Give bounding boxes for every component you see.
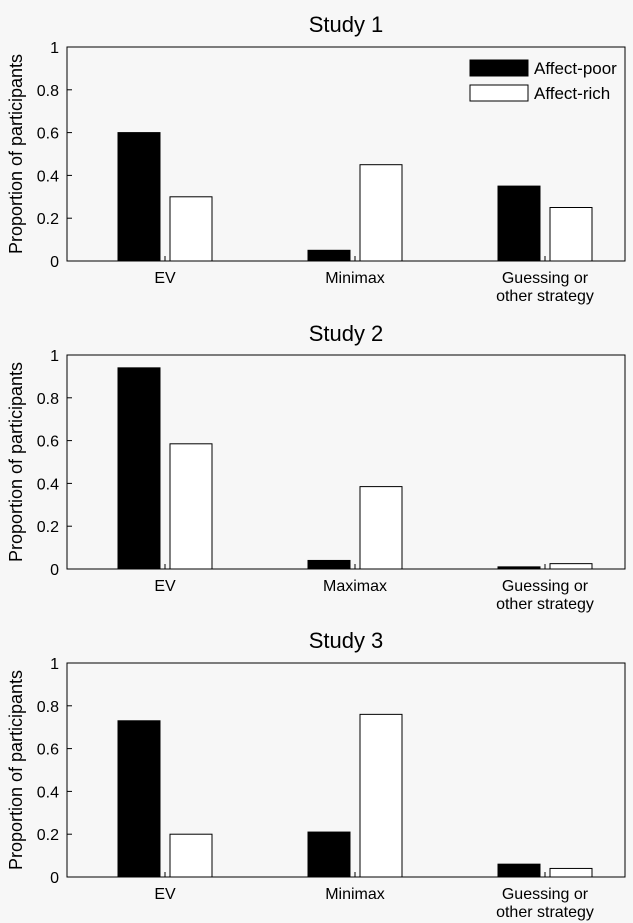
y-axis-label: Proportion of participants [6,54,26,254]
x-tick-label-line: EV [154,578,176,595]
y-tick-label: 0.4 [37,784,59,801]
bar-affect-poor [307,831,351,878]
legend-label: Affect-rich [534,84,610,103]
y-tick-label: 0 [50,562,59,579]
bar-affect-rich [549,207,593,262]
bar-affect-rich [359,164,403,262]
bar-affect-poor [117,720,161,878]
bar-affect-rich [549,563,593,570]
bar-affect-poor [117,132,161,262]
x-tick-label-line: Guessing or [502,270,589,287]
bar-affect-rich [359,486,403,570]
chart-panel-1: Study 1 0 0.2 0.4 0.6 0.8 1 Proportion of parti… [6,12,626,305]
x-tick-label: Minimax [325,270,385,287]
y-tick-label: 0.8 [37,83,59,100]
x-tick-label: Maximax [323,578,387,595]
x-tick-label: Guessing or other strategy [496,270,594,305]
bar-affect-rich [169,833,213,878]
chart-title: Study 1 [309,12,384,37]
bar-affect-poor [117,367,161,570]
y-tick-label: 1 [50,348,59,365]
y-tick-label: 1 [50,40,59,57]
x-tick-label-line: Maximax [323,578,387,595]
bar-affect-rich [549,867,593,878]
y-tick-label: 0 [50,870,59,887]
x-tick-label: EV [154,270,176,287]
bar-affect-poor [497,863,541,878]
x-tick-label-line: Minimax [325,886,385,903]
y-axis-label: Proportion of participants [6,670,26,870]
y-tick-label: 0.4 [37,168,59,185]
y-tick-label: 0.2 [37,827,59,844]
y-tick-label: 0.6 [37,742,59,759]
bar-affect-rich [359,713,403,878]
y-tick-label: 0.2 [37,211,59,228]
bar-affect-rich [169,443,213,570]
bar-affect-poor [307,559,351,570]
bar-affect-rich [169,196,213,262]
y-axis-label: Proportion of participants [6,362,26,562]
x-tick-label: Guessing or other strategy [496,578,594,613]
chart-panel-2: Study 2 0 0.2 0.4 0.6 0.8 1 Proportion of parti… [6,321,626,613]
legend-label: Affect-poor [534,59,617,78]
chart-panel-3: Study 3 0 0.2 0.4 0.6 0.8 1 Proportion of parti… [6,628,626,921]
legend-swatch [469,59,529,77]
chart-title: Study 2 [309,321,384,346]
x-tick-label: EV [154,886,176,903]
y-tick-label: 0.6 [37,434,59,451]
x-tick-label-line: Guessing or [502,886,589,903]
bar-affect-poor [497,185,541,262]
y-tick-label: 1 [50,656,59,673]
legend-swatch [469,84,529,102]
x-tick-label: Minimax [325,886,385,903]
bar-affect-poor [307,249,351,262]
x-tick-label-line: EV [154,270,176,287]
y-tick-label: 0.8 [37,391,59,408]
y-tick-label: 0.4 [37,476,59,493]
y-tick-label: 0.8 [37,699,59,716]
x-tick-label-line: Guessing or [502,578,589,595]
y-tick-label: 0.6 [37,126,59,143]
x-tick-label-line: other strategy [496,288,594,305]
y-tick-label: 0 [50,254,59,271]
x-tick-label: EV [154,578,176,595]
x-tick-label-line: Minimax [325,270,385,287]
chart-title: Study 3 [309,628,384,653]
x-tick-label-line: other strategy [496,596,594,613]
x-tick-label-line: other strategy [496,904,594,921]
x-tick-label-line: EV [154,886,176,903]
y-tick-label: 0.2 [37,519,59,536]
x-tick-label: Guessing or other strategy [496,886,594,921]
bar-affect-poor [497,566,541,570]
